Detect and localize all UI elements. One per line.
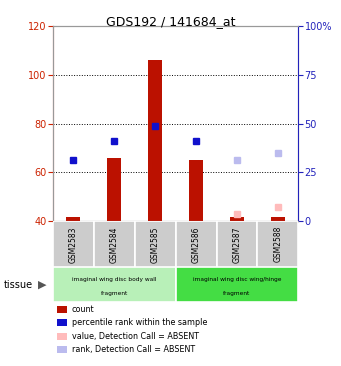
Text: value, Detection Call = ABSENT: value, Detection Call = ABSENT [72, 332, 198, 341]
Text: percentile rank within the sample: percentile rank within the sample [72, 318, 207, 327]
Text: GDS192 / 141684_at: GDS192 / 141684_at [106, 15, 235, 28]
Text: ▶: ▶ [39, 280, 47, 290]
Bar [57, 346, 67, 354]
Text: GSM2583: GSM2583 [69, 226, 78, 262]
Text: GSM2586: GSM2586 [192, 226, 201, 262]
Text: fragment: fragment [223, 291, 251, 296]
Bar [135, 221, 176, 267]
Text: GSM2587: GSM2587 [233, 226, 241, 262]
Text: count: count [72, 305, 94, 314]
Bar [66, 217, 80, 221]
Bar [271, 217, 285, 221]
Bar [53, 267, 176, 302]
Text: imaginal wing disc wing/hinge: imaginal wing disc wing/hinge [193, 277, 281, 282]
Bar [257, 221, 298, 267]
Bar [107, 158, 121, 221]
Bar [189, 160, 203, 221]
Text: GSM2588: GSM2588 [273, 226, 282, 262]
Bar [230, 217, 244, 221]
Bar [148, 60, 162, 221]
Text: rank, Detection Call = ABSENT: rank, Detection Call = ABSENT [72, 346, 195, 354]
Text: GSM2584: GSM2584 [110, 226, 119, 262]
Bar [57, 319, 67, 326]
Text: GSM2585: GSM2585 [151, 226, 160, 262]
Bar [57, 306, 67, 313]
Bar [53, 221, 94, 267]
Bar [176, 221, 217, 267]
Bar [217, 221, 257, 267]
Text: imaginal wing disc body wall: imaginal wing disc body wall [72, 277, 157, 282]
Bar [176, 267, 298, 302]
Text: fragment: fragment [101, 291, 128, 296]
Bar [94, 221, 135, 267]
Bar [57, 333, 67, 340]
Text: tissue: tissue [3, 280, 32, 290]
